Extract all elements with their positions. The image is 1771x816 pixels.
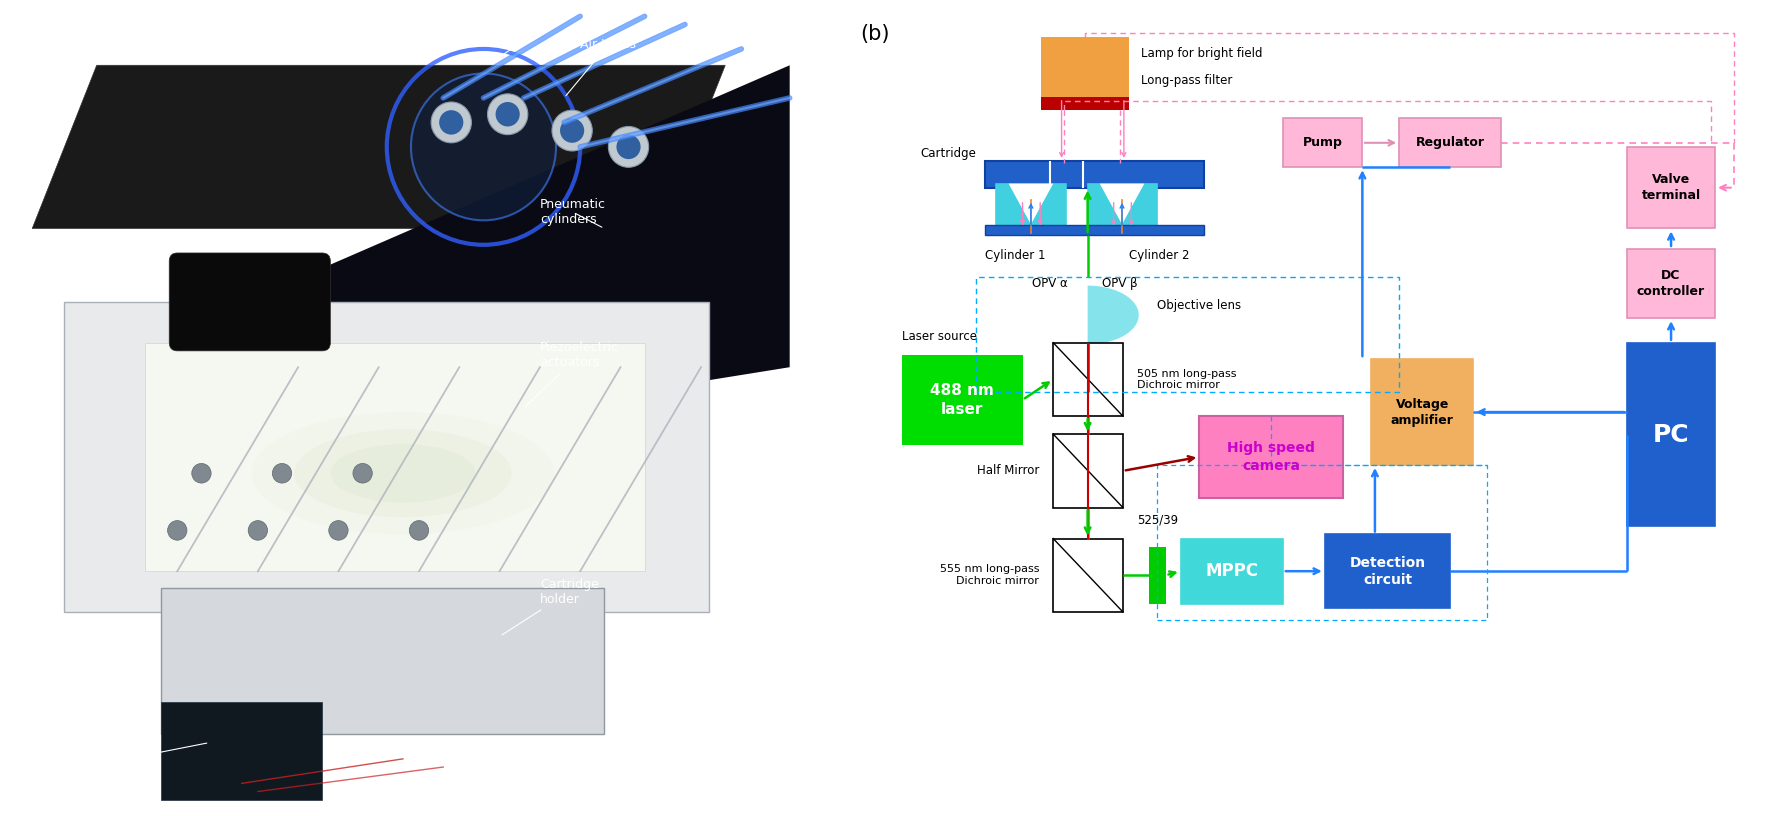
FancyBboxPatch shape bbox=[64, 302, 708, 612]
Text: Laser source: Laser source bbox=[901, 330, 976, 343]
Circle shape bbox=[439, 110, 464, 135]
Text: (a): (a) bbox=[41, 33, 69, 53]
Polygon shape bbox=[1100, 184, 1144, 224]
Circle shape bbox=[609, 126, 648, 167]
Ellipse shape bbox=[251, 412, 554, 534]
Polygon shape bbox=[1087, 286, 1139, 359]
Text: Lamp for bright field: Lamp for bright field bbox=[1141, 47, 1263, 60]
Text: Half Mirror: Half Mirror bbox=[978, 464, 1040, 477]
Text: 505 nm long-pass
Dichroic mirror: 505 nm long-pass Dichroic mirror bbox=[1137, 369, 1236, 390]
Circle shape bbox=[553, 110, 592, 151]
Text: Piezoelectric
actuators: Piezoelectric actuators bbox=[526, 341, 620, 406]
Circle shape bbox=[409, 521, 429, 540]
Circle shape bbox=[616, 135, 641, 159]
Text: Objective lens: Objective lens bbox=[32, 743, 207, 775]
Text: Cylinder 1: Cylinder 1 bbox=[985, 249, 1047, 262]
Ellipse shape bbox=[331, 444, 475, 503]
Circle shape bbox=[191, 463, 211, 483]
Text: Voltage
amplifier: Voltage amplifier bbox=[1390, 397, 1454, 427]
FancyBboxPatch shape bbox=[1041, 97, 1130, 110]
FancyBboxPatch shape bbox=[1628, 343, 1714, 526]
Text: PC: PC bbox=[1652, 423, 1690, 446]
Text: DC
controller: DC controller bbox=[1636, 269, 1705, 298]
FancyBboxPatch shape bbox=[1282, 118, 1362, 167]
Text: High speed
camera: High speed camera bbox=[1227, 441, 1316, 472]
Text: OPV α: OPV α bbox=[1032, 277, 1068, 290]
Text: Cartridge: Cartridge bbox=[921, 148, 976, 160]
FancyBboxPatch shape bbox=[997, 184, 1066, 228]
FancyBboxPatch shape bbox=[1054, 539, 1123, 612]
Text: Valve
terminal: Valve terminal bbox=[1642, 173, 1700, 202]
FancyBboxPatch shape bbox=[1628, 147, 1714, 228]
Polygon shape bbox=[282, 65, 790, 449]
Polygon shape bbox=[1008, 184, 1054, 224]
FancyBboxPatch shape bbox=[985, 225, 1204, 235]
Text: 525/39: 525/39 bbox=[1137, 513, 1178, 526]
FancyBboxPatch shape bbox=[161, 702, 322, 800]
Text: 488 nm
laser: 488 nm laser bbox=[930, 383, 994, 417]
Text: Air tubes: Air tubes bbox=[567, 38, 636, 95]
Circle shape bbox=[248, 521, 267, 540]
Circle shape bbox=[487, 94, 528, 135]
FancyBboxPatch shape bbox=[1628, 249, 1714, 318]
Circle shape bbox=[352, 463, 372, 483]
FancyBboxPatch shape bbox=[1054, 343, 1123, 416]
Text: Long-pass filter: Long-pass filter bbox=[1141, 74, 1233, 87]
FancyBboxPatch shape bbox=[1054, 434, 1123, 508]
Text: Pneumatic
cylinders: Pneumatic cylinders bbox=[540, 198, 606, 227]
Circle shape bbox=[273, 463, 292, 483]
Text: Detection
circuit: Detection circuit bbox=[1350, 556, 1426, 587]
FancyBboxPatch shape bbox=[1199, 416, 1342, 498]
Text: Pump: Pump bbox=[1302, 136, 1342, 149]
FancyBboxPatch shape bbox=[170, 253, 331, 351]
Text: Cylinder 2: Cylinder 2 bbox=[1130, 249, 1190, 262]
Text: Cartridge
holder: Cartridge holder bbox=[501, 578, 599, 635]
FancyBboxPatch shape bbox=[1371, 359, 1473, 465]
Text: 555 nm long-pass
Dichroic mirror: 555 nm long-pass Dichroic mirror bbox=[940, 565, 1040, 586]
FancyBboxPatch shape bbox=[1181, 539, 1282, 604]
Text: Objective lens: Objective lens bbox=[1158, 299, 1241, 313]
Circle shape bbox=[168, 521, 188, 540]
Ellipse shape bbox=[294, 429, 512, 517]
Circle shape bbox=[560, 118, 584, 143]
FancyBboxPatch shape bbox=[1087, 184, 1158, 228]
FancyBboxPatch shape bbox=[145, 343, 645, 571]
FancyBboxPatch shape bbox=[1041, 37, 1130, 98]
Text: Regulator: Regulator bbox=[1415, 136, 1484, 149]
FancyBboxPatch shape bbox=[901, 355, 1022, 445]
FancyBboxPatch shape bbox=[1325, 534, 1450, 608]
Text: (b): (b) bbox=[859, 24, 889, 45]
Text: LED: LED bbox=[501, 14, 565, 55]
FancyBboxPatch shape bbox=[1149, 547, 1165, 604]
Circle shape bbox=[411, 73, 556, 220]
FancyBboxPatch shape bbox=[985, 161, 1204, 188]
FancyBboxPatch shape bbox=[1399, 118, 1502, 167]
Text: OPV β: OPV β bbox=[1102, 277, 1137, 290]
Polygon shape bbox=[32, 65, 726, 228]
FancyBboxPatch shape bbox=[161, 588, 604, 734]
Circle shape bbox=[496, 102, 519, 126]
Circle shape bbox=[430, 102, 471, 143]
Circle shape bbox=[329, 521, 349, 540]
Text: MPPC: MPPC bbox=[1206, 562, 1257, 580]
